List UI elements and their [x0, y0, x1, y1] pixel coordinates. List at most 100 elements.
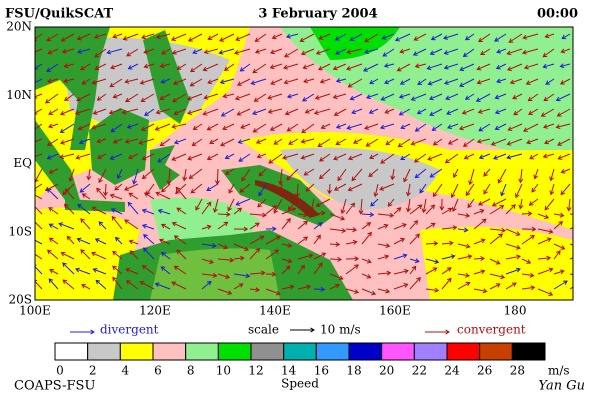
- wind-arrow: [451, 198, 459, 212]
- wind-arrow: [127, 153, 139, 160]
- wind-arrow: [507, 123, 523, 131]
- wind-arrow: [419, 183, 427, 194]
- wind-arrow: [443, 63, 459, 70]
- wind-arrow: [506, 48, 523, 56]
- wind-arrow: [494, 33, 507, 42]
- wind-arrow: [294, 183, 300, 198]
- wind-arrow: [427, 78, 443, 86]
- wind-arrow: [172, 78, 187, 86]
- wind-arrow: [347, 78, 363, 88]
- wind-arrow: [253, 93, 267, 102]
- wind-arrow: [332, 63, 347, 71]
- wind-arrow: [209, 138, 219, 145]
- wind-arrow: [238, 153, 251, 162]
- colorbar-tick-label: 12: [248, 364, 263, 378]
- wind-arrow: [258, 168, 267, 177]
- wind-arrow: [252, 123, 267, 133]
- colorbar-swatch: [413, 342, 448, 361]
- wind-arrow: [219, 78, 235, 85]
- wind-arrow: [351, 168, 363, 182]
- wind-arrow: [252, 63, 267, 74]
- wind-arrow: [128, 239, 139, 245]
- wind-arrow: [397, 138, 411, 148]
- wind-arrow: [527, 93, 539, 102]
- wind-arrow: [559, 63, 571, 69]
- wind-arrow: [281, 284, 295, 290]
- wind-arrow: [91, 123, 107, 130]
- wind-arrow: [49, 268, 59, 275]
- wind-arrow: [160, 251, 171, 260]
- wind-arrow: [457, 281, 471, 290]
- wind-arrow: [190, 183, 203, 194]
- wind-arrow: [345, 239, 358, 245]
- wind-arrow: [92, 108, 107, 115]
- wind-arrow: [112, 33, 123, 39]
- colorbar-tick-label: 26: [477, 364, 492, 378]
- wind-arrow: [219, 33, 235, 42]
- wind-arrow: [207, 78, 219, 85]
- wind-arrow: [191, 138, 203, 147]
- wind-arrow: [450, 183, 459, 199]
- wind-arrow: [478, 123, 491, 132]
- wind-arrow: [233, 273, 251, 279]
- wind-arrow: [270, 78, 283, 85]
- wind-arrow: [365, 138, 379, 147]
- wind-arrow: [112, 138, 123, 144]
- wind-arrow: [400, 123, 411, 130]
- wind-arrow: [48, 123, 59, 129]
- wind-arrow: [281, 207, 297, 215]
- wind-arrow: [428, 93, 443, 101]
- wind-arrow: [35, 108, 43, 115]
- wind-arrow: [249, 222, 260, 230]
- wind-arrow: [60, 251, 75, 260]
- wind-arrow: [109, 153, 123, 161]
- wind-arrow: [523, 63, 539, 70]
- wind-arrow: [103, 183, 108, 197]
- wind-arrow: [239, 183, 251, 193]
- wind-arrow: [569, 226, 573, 230]
- wind-arrow: [157, 153, 171, 163]
- wind-arrow: [48, 207, 59, 215]
- wind-arrow: [202, 108, 219, 116]
- wind-arrow: [304, 108, 315, 114]
- wind-arrow: [345, 256, 360, 262]
- wind-arrow: [35, 183, 43, 191]
- wind-arrow: [166, 168, 172, 186]
- wind-arrow: [283, 63, 299, 70]
- wind-arrow: [267, 93, 283, 100]
- wind-arrow: [457, 227, 469, 233]
- wind-arrow: [35, 218, 43, 230]
- wind-arrow: [35, 123, 43, 130]
- wind-arrow: [347, 153, 363, 161]
- wind-arrow: [399, 78, 411, 85]
- wind-arrow: [473, 209, 485, 215]
- wind-arrow: [368, 168, 379, 178]
- wind-arrow: [429, 168, 443, 178]
- wind-arrow: [59, 123, 75, 133]
- wind-arrow: [313, 108, 331, 115]
- wind-arrow: [444, 153, 459, 164]
- wind-arrow: [156, 33, 171, 40]
- wind-arrow: [48, 168, 59, 174]
- wind-arrow: [549, 168, 555, 182]
- wind-arrow: [345, 227, 358, 233]
- wind-arrow: [96, 138, 107, 144]
- wind-arrow: [192, 48, 203, 55]
- wind-arrow: [425, 267, 438, 275]
- wind-arrow: [201, 258, 214, 264]
- wind-arrow: [526, 138, 539, 145]
- wind-arrow: [329, 241, 341, 247]
- colorbar-swatch: [283, 342, 317, 361]
- wind-arrow: [158, 238, 171, 245]
- wind-arrow: [379, 183, 395, 191]
- wind-arrow: [233, 283, 244, 290]
- wind-arrow: [447, 138, 459, 145]
- colorbar-swatch: [479, 342, 513, 361]
- wind-arrow: [410, 93, 427, 101]
- wind-arrow: [335, 78, 347, 83]
- wind-arrow: [447, 123, 459, 130]
- wind-arrow: [81, 283, 91, 290]
- wind-arrow: [195, 198, 203, 211]
- wind-arrow: [297, 212, 309, 218]
- wind-arrow: [333, 153, 347, 161]
